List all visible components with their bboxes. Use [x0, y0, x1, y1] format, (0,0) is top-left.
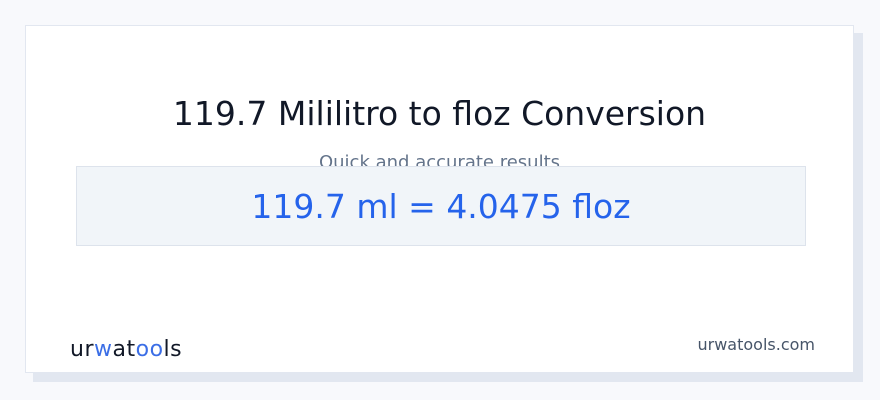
logo-part: w: [94, 337, 113, 362]
urwatools-logo[interactable]: urwatools: [70, 337, 182, 362]
logo-part: ls: [163, 337, 183, 362]
logo-part: oo: [135, 337, 164, 362]
page-title: 119.7 Mililitro to floz Conversion: [172, 94, 707, 133]
conversion-card: 119.7 Mililitro to floz Conversion Quick…: [25, 25, 854, 373]
logo-part: ur: [70, 337, 94, 362]
conversion-result: 119.7 ml = 4.0475 floz: [76, 166, 806, 246]
logo-part: at: [112, 337, 136, 362]
site-link[interactable]: urwatools.com: [697, 335, 816, 354]
